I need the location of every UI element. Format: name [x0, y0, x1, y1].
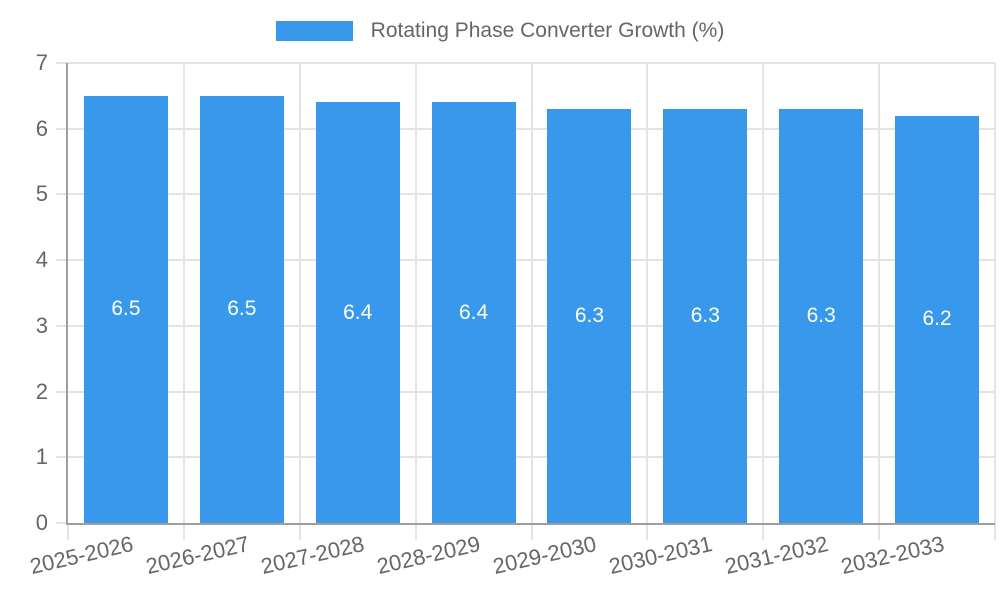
x-axis-tick-label: 2028-2029: [374, 531, 483, 580]
bar-value-label: 6.2: [922, 307, 952, 331]
y-axis-tick-mark: [56, 390, 68, 393]
vertical-gridline: [182, 63, 185, 523]
x-axis-tick-label: 2025-2026: [27, 531, 136, 580]
x-axis-line: [66, 523, 995, 525]
x-axis-tick-label: 2030-2031: [606, 531, 715, 580]
bar[interactable]: 6.3: [547, 109, 632, 523]
x-axis-tick-mark: [414, 523, 417, 540]
x-axis-tick-label: 2032-2033: [838, 531, 947, 580]
vertical-gridline: [530, 63, 533, 523]
x-axis-tick-label: 2029-2030: [490, 531, 599, 580]
y-axis-tick-label: 6: [35, 115, 48, 141]
bar-value-label: 6.3: [690, 304, 720, 327]
x-axis-tick-mark: [298, 523, 301, 540]
vertical-gridline: [878, 63, 881, 523]
legend-label: Rotating Phase Converter Growth (%): [370, 19, 725, 42]
y-axis-tick-mark: [56, 522, 68, 524]
x-axis-tick-label: 2031-2032: [722, 531, 831, 580]
y-axis-tick-mark: [56, 62, 68, 64]
bar[interactable]: 6.4: [315, 102, 400, 523]
bar-value-label: 6.5: [227, 297, 257, 321]
x-axis-tick-mark: [762, 523, 765, 540]
x-axis-tick-mark: [994, 523, 996, 540]
chart-legend[interactable]: Rotating Phase Converter Growth (%): [0, 18, 1000, 44]
bar[interactable]: 6.3: [663, 109, 748, 523]
y-axis-tick-mark: [56, 324, 68, 327]
y-axis-tick-mark: [56, 127, 68, 130]
y-axis-tick-mark: [56, 193, 68, 196]
y-axis-tick-mark: [56, 456, 68, 459]
bar[interactable]: 6.5: [199, 95, 284, 523]
x-axis-tick-mark: [182, 523, 185, 540]
bar-value-label: 6.3: [806, 304, 836, 327]
y-axis-tick-label: 2: [35, 378, 48, 404]
legend-swatch-icon: [275, 21, 353, 41]
y-axis-tick-label: 3: [35, 312, 48, 338]
x-axis-tick-mark: [878, 523, 881, 540]
bar-value-label: 6.4: [458, 300, 489, 324]
y-axis-tick-label: 1: [35, 444, 48, 470]
vertical-gridline: [762, 63, 765, 523]
x-axis-tick-mark: [646, 523, 649, 540]
bar[interactable]: 6.5: [83, 95, 168, 523]
y-axis-tick-mark: [56, 259, 68, 262]
bar-value-label: 6.4: [343, 300, 373, 324]
y-axis-tick-label: 4: [35, 247, 48, 273]
vertical-gridline: [994, 63, 996, 523]
x-axis-tick-mark: [530, 523, 533, 540]
vertical-gridline: [414, 63, 417, 523]
x-axis-tick-label: 2027-2028: [258, 531, 368, 580]
bar[interactable]: 6.3: [779, 109, 864, 523]
bar[interactable]: 6.2: [895, 115, 980, 523]
bar-value-label: 6.5: [111, 297, 141, 321]
x-axis-tick-label: 2026-2027: [143, 531, 252, 580]
vertical-gridline: [646, 63, 649, 523]
y-axis-tick-label: 5: [35, 181, 48, 207]
y-axis-line: [66, 63, 68, 525]
vertical-gridline: [298, 63, 301, 523]
y-axis-tick-label: 0: [35, 510, 48, 535]
y-axis-tick-label: 7: [35, 50, 48, 75]
bar-value-label: 6.3: [574, 304, 605, 327]
x-axis-tick-mark: [67, 523, 69, 540]
bar[interactable]: 6.4: [431, 102, 516, 523]
